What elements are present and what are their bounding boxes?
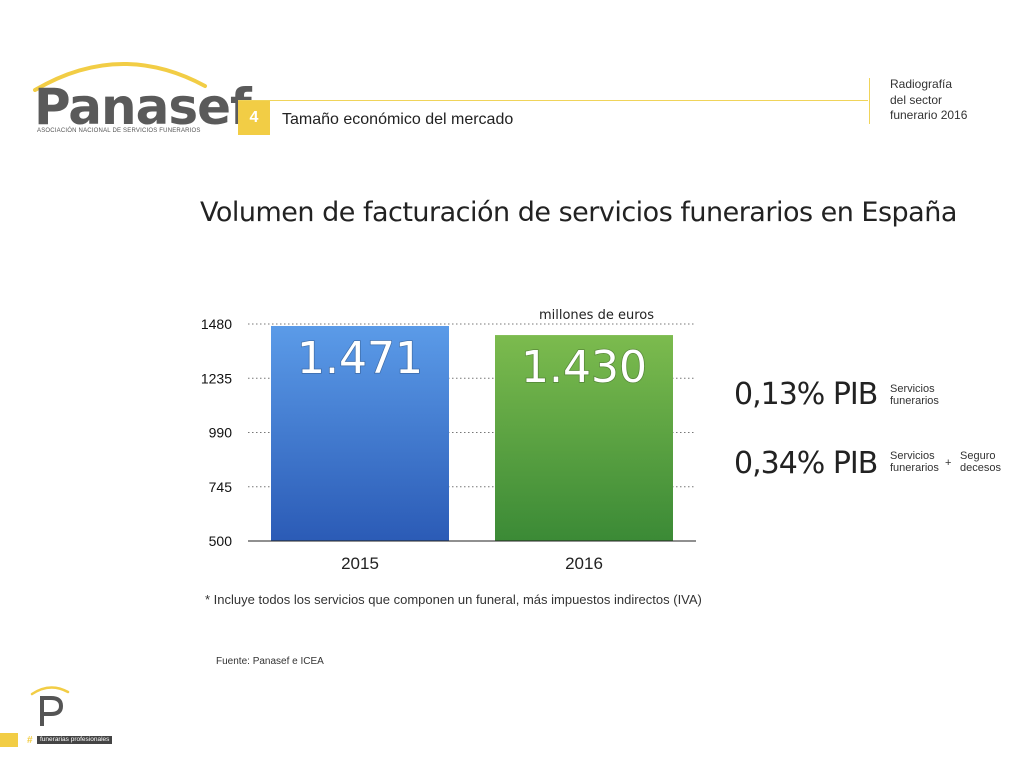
pib-services: 0,13% PIB xyxy=(734,377,878,412)
header-divider xyxy=(238,100,868,101)
hash-mark: # xyxy=(27,735,33,746)
unit-label: millones de euros xyxy=(539,308,654,323)
footnote: * Incluye todos los servicios que compon… xyxy=(205,592,702,607)
logo-subtitle: ASOCIACIÓN NACIONAL DE SERVICIOS FUNERAR… xyxy=(37,128,201,134)
plus-sign: + xyxy=(945,457,952,469)
revenue-bar-chart: 500 745 990 1235 1480 1.471 2015 1.430 2016 millo… xyxy=(201,308,696,573)
note-line: Servicios xyxy=(890,450,935,462)
pib-services-insurance: 0,34% PIB xyxy=(734,446,878,481)
p-logo-icon xyxy=(30,686,70,726)
panasef-logo[interactable]: Panasef xyxy=(34,78,252,136)
note-line: funerarios xyxy=(890,462,939,474)
insurance-note: Seguro decesos xyxy=(960,450,1001,474)
pib-services-insurance-note: Servicios funerarios xyxy=(890,450,939,474)
accent-tab xyxy=(0,733,18,747)
report-title-line: del sector xyxy=(890,92,943,107)
report-title: Radiografía del sector funerario 2016 xyxy=(890,77,1000,124)
x-category-label: 2015 xyxy=(341,554,379,573)
y-tick-label: 990 xyxy=(209,425,233,441)
report-title-line: funerario 2016 xyxy=(890,108,968,122)
section-title: Tamaño económico del mercado xyxy=(282,111,514,128)
slide-title: Volumen de facturación de servicios fune… xyxy=(200,197,957,228)
bar-value-label: 1.471 xyxy=(297,333,423,384)
tagline-badge: funerarias profesionales xyxy=(37,736,113,744)
y-tick-label: 1480 xyxy=(201,316,232,332)
report-title-line: Radiografía xyxy=(890,77,953,91)
source-note: Fuente: Panasef e ICEA xyxy=(216,656,324,667)
y-tick-label: 500 xyxy=(209,533,233,549)
note-line: Servicios xyxy=(890,383,935,395)
x-category-label: 2016 xyxy=(565,554,603,573)
note-line: funerarios xyxy=(890,395,939,407)
side-divider xyxy=(869,78,870,124)
pib-services-note: Servicios funerarios xyxy=(890,383,939,407)
bar xyxy=(271,325,449,541)
bar-value-label: 1.430 xyxy=(521,342,647,393)
note-line: Seguro xyxy=(960,450,996,462)
logo-arc xyxy=(33,62,207,92)
y-tick-label: 1235 xyxy=(201,370,232,386)
y-tick-label: 745 xyxy=(209,479,233,495)
section-number-badge: 4 xyxy=(238,101,270,135)
note-line: decesos xyxy=(960,462,1001,474)
bar xyxy=(495,335,673,541)
